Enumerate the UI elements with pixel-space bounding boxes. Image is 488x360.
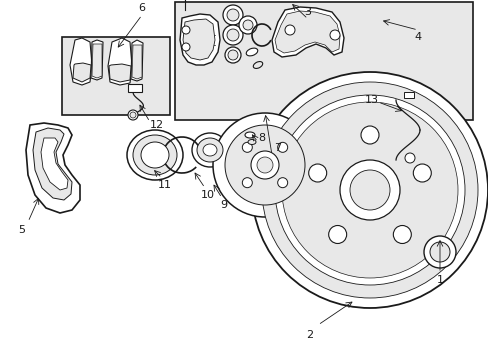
Circle shape	[239, 16, 257, 34]
Circle shape	[274, 95, 464, 285]
Ellipse shape	[246, 48, 257, 56]
Polygon shape	[274, 11, 339, 53]
Polygon shape	[91, 40, 103, 80]
Polygon shape	[73, 63, 91, 82]
Circle shape	[282, 102, 457, 278]
Polygon shape	[33, 128, 72, 200]
Bar	[62, 37, 170, 115]
Circle shape	[213, 113, 316, 217]
Circle shape	[130, 112, 136, 118]
Circle shape	[250, 151, 279, 179]
Polygon shape	[41, 138, 68, 190]
Circle shape	[223, 25, 243, 45]
Polygon shape	[92, 44, 102, 78]
Text: 4: 4	[414, 32, 421, 42]
Circle shape	[224, 47, 241, 63]
Ellipse shape	[192, 133, 227, 167]
Polygon shape	[183, 19, 215, 60]
Circle shape	[251, 72, 487, 308]
Circle shape	[339, 160, 399, 220]
Text: 13: 13	[364, 95, 378, 105]
Text: 5: 5	[19, 225, 25, 235]
Circle shape	[242, 178, 252, 188]
Circle shape	[226, 29, 239, 41]
Circle shape	[243, 20, 252, 30]
Text: 9: 9	[220, 200, 227, 210]
Circle shape	[182, 43, 190, 51]
Circle shape	[392, 225, 410, 243]
Ellipse shape	[203, 144, 217, 156]
Circle shape	[404, 153, 414, 163]
Text: 11: 11	[158, 180, 172, 190]
Ellipse shape	[197, 138, 223, 162]
Circle shape	[277, 178, 287, 188]
Polygon shape	[109, 64, 131, 82]
Circle shape	[328, 225, 346, 243]
Circle shape	[429, 242, 449, 262]
Text: 7: 7	[274, 143, 281, 153]
Polygon shape	[108, 38, 132, 85]
Circle shape	[349, 170, 389, 210]
Circle shape	[182, 26, 190, 34]
Circle shape	[257, 157, 272, 173]
Text: 2: 2	[306, 330, 313, 340]
Circle shape	[224, 125, 305, 205]
Circle shape	[227, 50, 238, 60]
Text: 3: 3	[304, 7, 311, 17]
Polygon shape	[132, 45, 142, 79]
Bar	[175, 2, 472, 120]
Circle shape	[242, 142, 252, 152]
Circle shape	[285, 25, 294, 35]
Ellipse shape	[247, 140, 256, 144]
Circle shape	[223, 5, 243, 25]
Text: 8: 8	[258, 133, 265, 143]
Circle shape	[329, 30, 339, 40]
Text: 10: 10	[201, 190, 215, 200]
Circle shape	[128, 110, 138, 120]
Bar	[403, 92, 413, 98]
Text: 1: 1	[436, 275, 443, 285]
Ellipse shape	[141, 142, 169, 168]
Ellipse shape	[133, 135, 177, 175]
Polygon shape	[26, 123, 80, 213]
Text: 6: 6	[138, 3, 145, 13]
Circle shape	[423, 236, 455, 268]
Circle shape	[262, 82, 477, 298]
Ellipse shape	[244, 132, 254, 138]
Polygon shape	[180, 14, 220, 65]
Ellipse shape	[127, 130, 183, 180]
Text: 12: 12	[150, 120, 164, 130]
Polygon shape	[131, 40, 142, 81]
Polygon shape	[70, 38, 92, 85]
Circle shape	[277, 142, 287, 152]
Ellipse shape	[253, 62, 262, 68]
Circle shape	[308, 164, 326, 182]
Bar	[128, 84, 142, 92]
Circle shape	[412, 164, 430, 182]
Polygon shape	[271, 7, 343, 57]
Circle shape	[360, 126, 378, 144]
Circle shape	[226, 9, 239, 21]
